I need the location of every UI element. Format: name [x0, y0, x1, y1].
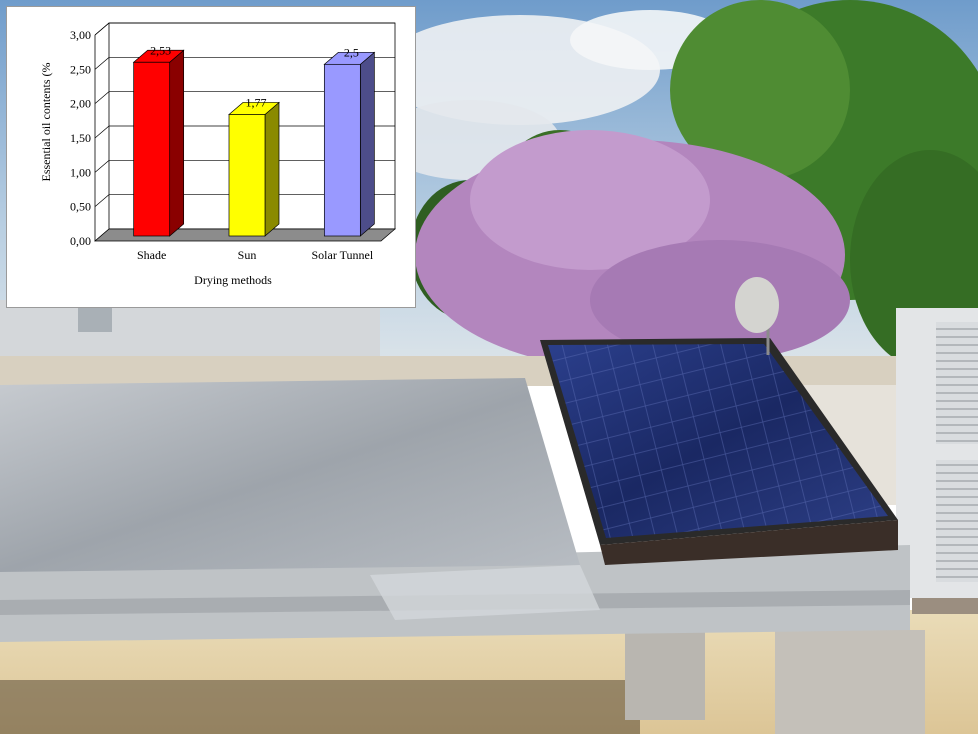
pillar	[775, 630, 925, 734]
x-tick-label: Solar Tunnel	[311, 248, 373, 262]
y-tick-label: 2,50	[70, 62, 91, 76]
sensor	[735, 277, 779, 333]
data-labels: 2,53 1,77 2,5	[150, 43, 359, 109]
y-axis-label: Essential oil contents (%	[39, 63, 53, 182]
shadow	[0, 680, 640, 734]
y-tick-label: 1,50	[70, 131, 91, 145]
bar-side	[359, 51, 375, 237]
y-tick-label: 2,00	[70, 97, 91, 111]
x-axis-label: Drying methods	[194, 273, 272, 287]
bar-chart: 0,000,501,001,502,002,503,00 2,531,772,5…	[39, 22, 396, 287]
ac-grille	[936, 322, 978, 444]
ac-stand	[912, 598, 978, 614]
data-label: 2,5	[344, 45, 359, 59]
x-tick-label: Sun	[238, 248, 257, 262]
plastic-sheet	[0, 378, 580, 572]
data-label: 1,77	[246, 95, 267, 109]
gridline-side	[94, 194, 110, 207]
blossom-tree	[590, 240, 850, 360]
bar-sun	[228, 101, 280, 237]
bar-front	[228, 114, 266, 237]
gridline-side	[94, 57, 110, 70]
pillar	[625, 630, 705, 720]
solar-panel-base	[600, 520, 898, 565]
bar-shade	[132, 49, 185, 237]
axes	[94, 22, 110, 241]
y-tick-label: 3,00	[70, 28, 91, 42]
bar-side	[264, 101, 280, 237]
solar-panel-cells	[548, 344, 888, 538]
bar-front	[323, 63, 361, 237]
chart-panel: 0,00 0,50 1,00 1,50 2,00 2,50 3,00 2,53 1,77 2,5…	[6, 6, 416, 308]
gridline-side	[94, 160, 110, 173]
y-tick-label: 0,50	[70, 200, 91, 214]
bar-side	[169, 49, 185, 237]
bars	[132, 49, 376, 237]
x-tick-labels: Shade Sun Solar Tunnel	[137, 248, 374, 262]
x-tick-label: Shade	[137, 248, 166, 262]
y-tick-labels: 0,00 0,50 1,00 1,50 2,00 2,50 3,00	[70, 28, 91, 248]
bar-front	[133, 61, 171, 237]
tree	[670, 0, 850, 180]
plastic-sheet-fold	[370, 565, 600, 620]
ac-grille	[936, 460, 978, 582]
data-label: 2,53	[150, 43, 171, 57]
y-axis-top	[94, 22, 110, 36]
gridline-side	[94, 91, 110, 104]
y-tick-label: 0,00	[70, 234, 91, 248]
bar-solar-tunnel	[323, 51, 376, 237]
y-tick-label: 1,00	[70, 165, 91, 179]
blossom-tree	[470, 130, 710, 270]
gridline-side	[94, 125, 110, 139]
